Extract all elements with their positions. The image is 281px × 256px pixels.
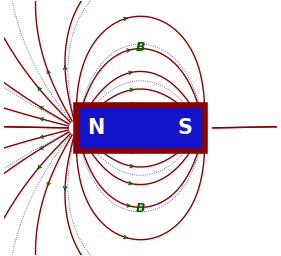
Text: S: S	[177, 118, 192, 138]
Text: B: B	[136, 41, 145, 54]
Text: N: N	[88, 118, 105, 138]
Bar	[76, 104, 205, 152]
Text: B: B	[136, 202, 145, 215]
